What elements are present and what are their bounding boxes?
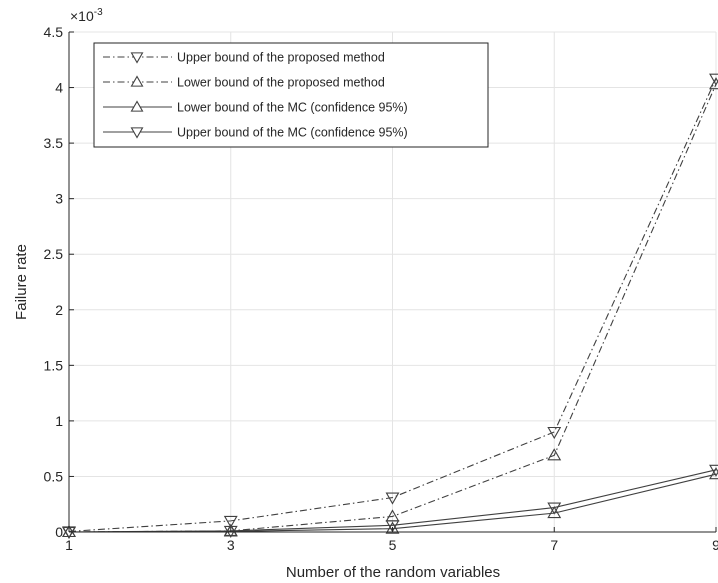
- series-line: [68, 469, 717, 533]
- y-tick-label: 2.5: [44, 246, 64, 262]
- data-point: [547, 506, 562, 519]
- data-point: [385, 492, 400, 505]
- data-point: [709, 77, 718, 90]
- y-tick-label: 1: [55, 413, 63, 429]
- legend-label: Lower bound of the MC (confidence 95%): [177, 101, 408, 115]
- legend-box: [93, 42, 489, 148]
- data-point: [709, 467, 718, 480]
- x-tick-label: 9: [712, 537, 718, 553]
- legend-label: Upper bound of the proposed method: [177, 51, 385, 65]
- x-tick-label: 1: [65, 537, 73, 553]
- data-point: [547, 448, 562, 461]
- x-tick-label: 3: [227, 537, 235, 553]
- y-tick-label: 0: [55, 524, 63, 540]
- legend-marker: [130, 75, 144, 87]
- series-line: [68, 78, 717, 532]
- y-axis-ticks: 0 0.5 1 1.5 2 2.5 3 3.5 4 4.5: [44, 24, 74, 540]
- x-axis-ticks: 1 3 5 7 9: [65, 527, 718, 553]
- x-axis-label: Number of the random variables: [286, 564, 500, 581]
- y-tick-label: 3.5: [44, 135, 64, 151]
- series-3: [62, 467, 718, 538]
- legend-label: Upper bound of the MC (confidence 95%): [177, 126, 408, 140]
- y-tick-label: 2: [55, 302, 63, 318]
- y-axis-label: Failure rate: [13, 244, 30, 320]
- legend-marker: [130, 127, 144, 139]
- data-point: [709, 73, 718, 86]
- y-axis-exponent: ×10-3: [70, 7, 103, 24]
- data-point: [709, 464, 718, 477]
- y-tick-label: 4.5: [44, 24, 64, 40]
- data-point: [385, 521, 400, 534]
- x-tick-label: 5: [389, 537, 397, 553]
- data-point: [547, 502, 562, 515]
- legend-item: Lower bound of the proposed method: [103, 75, 385, 90]
- data-point: [385, 520, 400, 533]
- legend-marker: [130, 100, 144, 112]
- y-tick-label: 0.5: [44, 468, 64, 484]
- legend: Upper bound of the proposed method Lower …: [93, 42, 489, 148]
- legend-item: Upper bound of the proposed method: [103, 51, 385, 65]
- data-point: [223, 515, 238, 528]
- legend-label: Lower bound of the proposed method: [177, 76, 385, 90]
- data-point: [62, 524, 76, 538]
- legend-item: Upper bound of the MC (confidence 95%): [103, 126, 408, 140]
- x-tick-label: 7: [550, 537, 558, 553]
- legend-item: Lower bound of the MC (confidence 95%): [103, 100, 408, 115]
- y-tick-label: 4: [55, 80, 63, 96]
- y-tick-label: 3: [55, 191, 63, 207]
- legend-marker: [130, 52, 144, 64]
- y-tick-label: 1.5: [44, 357, 64, 373]
- data-point: [547, 426, 562, 440]
